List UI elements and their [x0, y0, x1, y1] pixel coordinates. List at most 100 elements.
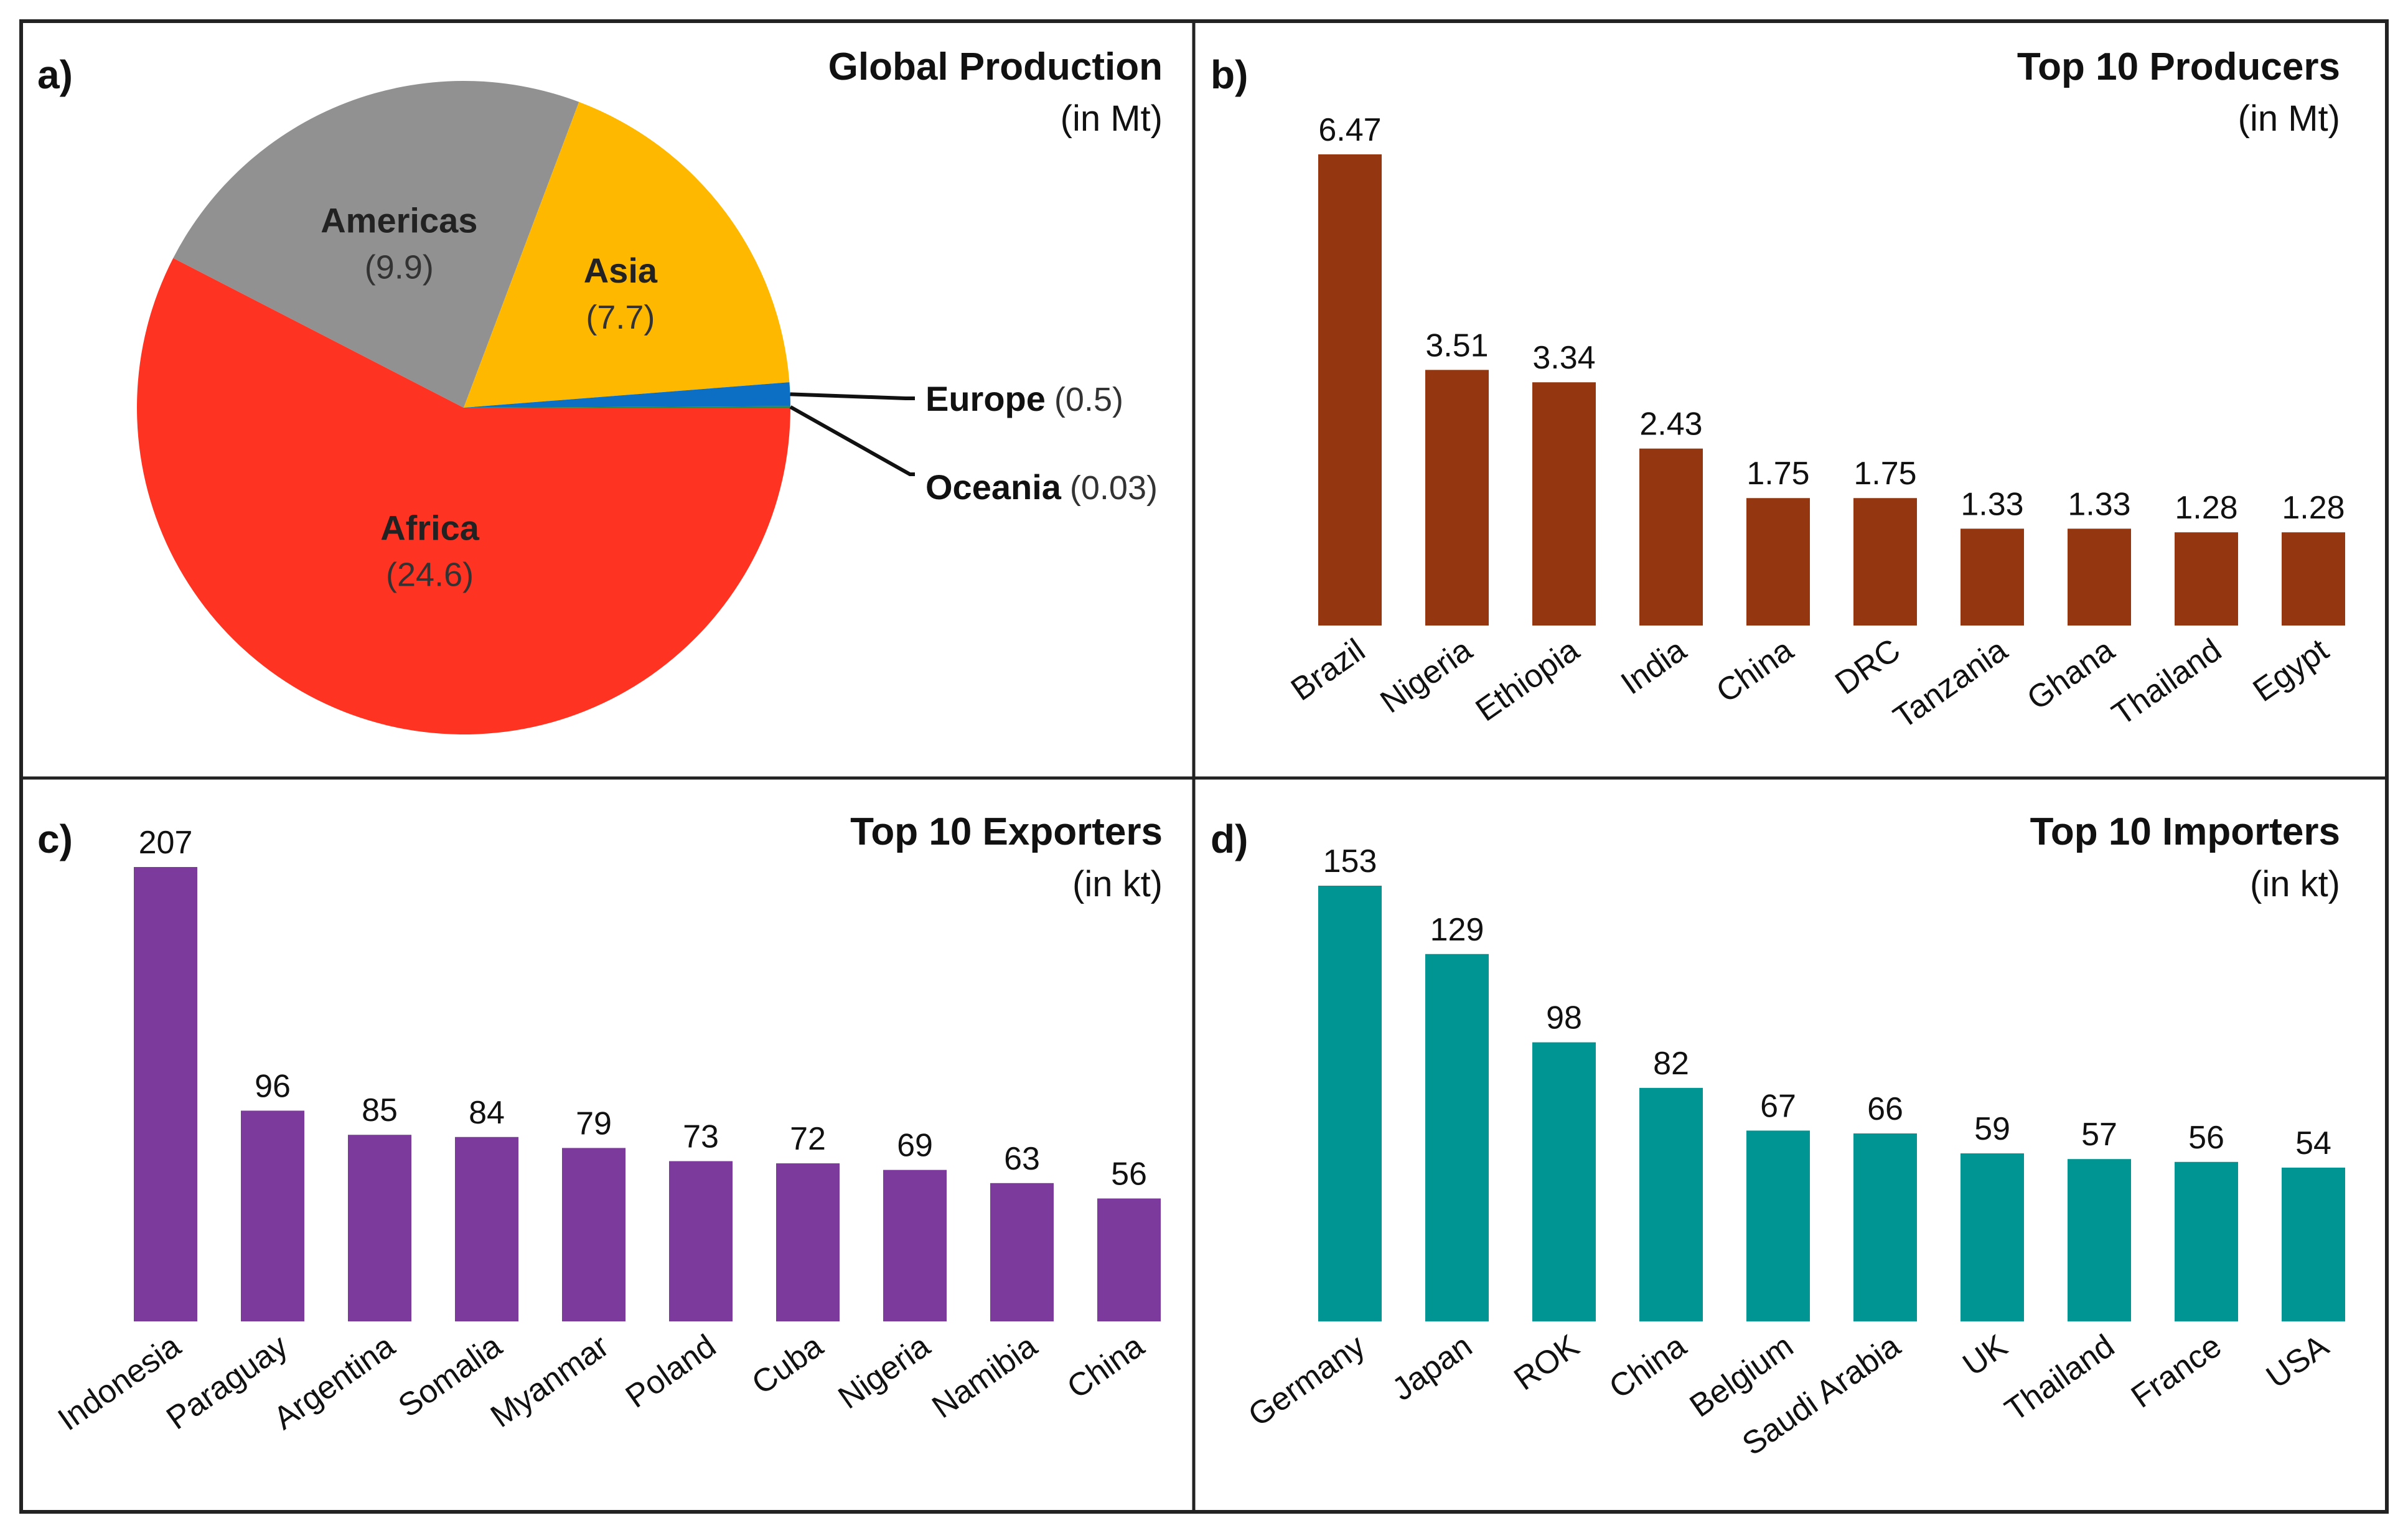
producers-bar-tanzania — [1961, 528, 2024, 626]
producers-category-china: China — [1710, 632, 1800, 710]
panel-c-title: Top 10 Exporters — [850, 810, 1163, 853]
pie-value-asia: (7.7) — [586, 299, 655, 336]
importers-category-uk: UK — [1956, 1328, 2014, 1383]
exporters-category-paraguay: Paraguay — [160, 1328, 294, 1437]
importers-value-saudi-arabia: 66 — [1867, 1091, 1903, 1127]
producers-category-tanzania: Tanzania — [1887, 632, 2014, 736]
importers-bar-rok — [1532, 1042, 1596, 1321]
pie-label-europe: Europe — [925, 379, 1046, 418]
producers-bar-india — [1639, 448, 1703, 626]
producers-bar-thailand — [2175, 532, 2238, 626]
exporters-bar-cuba — [776, 1163, 840, 1321]
pie-label-africa: Africa — [380, 508, 480, 547]
panel-a-label: a) — [37, 52, 73, 97]
exporters-value-nigeria: 69 — [897, 1128, 933, 1164]
producers-bar-china — [1746, 498, 1810, 626]
producers-value-ghana: 1.33 — [2068, 486, 2130, 522]
producers-value-thailand: 1.28 — [2175, 490, 2237, 526]
importers-bar-belgium — [1746, 1130, 1810, 1321]
exporters-bar-poland — [669, 1161, 733, 1321]
panel-b-title: Top 10 Producers — [2017, 45, 2340, 88]
panel-c-unit: (in kt) — [1072, 864, 1163, 904]
exporters-bar-china — [1097, 1198, 1161, 1321]
panel-a-title: Global Production — [828, 45, 1163, 88]
producers-value-ethiopia: 3.34 — [1532, 340, 1595, 376]
pie-labels: Africa (24.6) Americas (9.9) Asia (7.7) Europe… — [321, 201, 1158, 594]
producers-category-drc: DRC — [1829, 632, 1907, 701]
pie-slice-europe — [464, 382, 790, 408]
exporters-category-nigeria: Nigeria — [832, 1328, 937, 1416]
producers-category-nigeria: Nigeria — [1374, 632, 1479, 720]
pie-value-oceania: (0.03) — [1070, 469, 1158, 507]
producers-value-india: 2.43 — [1639, 406, 1702, 443]
exporters-category-myanmar: Myanmar — [484, 1328, 616, 1435]
producers-bar-nigeria — [1425, 370, 1489, 626]
exporters-category-argentina: Argentina — [267, 1328, 401, 1437]
importers-bar-germany — [1318, 886, 1382, 1321]
producers-bar-drc — [1853, 498, 1917, 626]
exporters-bar-paraguay — [241, 1110, 304, 1321]
exporters-value-china: 56 — [1111, 1156, 1147, 1193]
pie-slice-americas — [173, 80, 579, 408]
producers-bar-ethiopia — [1532, 382, 1596, 626]
importers-category-germany: Germany — [1242, 1328, 1371, 1433]
exporters-category-china: China — [1061, 1328, 1151, 1405]
importers-category-china: China — [1603, 1328, 1693, 1405]
exporters-value-namibia: 63 — [1004, 1141, 1040, 1177]
exporters-value-poland: 73 — [683, 1119, 719, 1155]
importers-value-belgium: 67 — [1760, 1088, 1796, 1124]
importers-value-thailand: 57 — [2081, 1117, 2117, 1153]
panel-b: b) Top 10 Producers (in Mt) 6.47 Brazil 3.… — [1211, 45, 2345, 736]
pie-slice-oceania — [464, 406, 790, 408]
importers-category-thailand: Thailand — [1998, 1328, 2121, 1428]
pie-callout-europe: Europe (0.5) — [925, 379, 1123, 418]
exporters-bar-namibia — [990, 1183, 1054, 1321]
panel-d-label: d) — [1211, 817, 1248, 861]
importers-bar-saudi-arabia — [1853, 1133, 1917, 1321]
exporters-category-poland: Poland — [619, 1328, 723, 1415]
importers-category-usa: USA — [2260, 1328, 2335, 1395]
importers-value-rok: 98 — [1546, 1000, 1582, 1036]
importers-bar-japan — [1425, 954, 1489, 1321]
pie-value-europe: (0.5) — [1054, 381, 1123, 418]
exporters-bar-myanmar — [562, 1148, 625, 1321]
panel-b-unit: (in Mt) — [2238, 98, 2340, 139]
importers-category-rok: ROK — [1507, 1328, 1586, 1397]
producers-value-china: 1.75 — [1746, 456, 1809, 492]
panel-c-label: c) — [37, 817, 73, 861]
importers-value-uk: 59 — [1974, 1111, 2010, 1147]
figure-frame — [19, 19, 2389, 1514]
producers-value-tanzania: 1.33 — [1961, 486, 2023, 522]
exporters-category-cuba: Cuba — [746, 1328, 830, 1402]
producers-category-egypt: Egypt — [2247, 632, 2336, 709]
exporters-value-indonesia: 207 — [139, 825, 193, 861]
pie-label-americas: Americas — [321, 201, 477, 240]
importers-bar-uk — [1961, 1153, 2024, 1321]
pie-slice-africa — [136, 258, 790, 734]
importers-value-japan: 129 — [1430, 912, 1484, 948]
producers-value-drc: 1.75 — [1853, 456, 1916, 492]
pie-slice-asia — [464, 101, 790, 408]
exporters-bar-argentina — [348, 1135, 411, 1321]
panel-d: d) Top 10 Importers (in kt) 153 Germany 12… — [1211, 810, 2345, 1463]
producers-value-nigeria: 3.51 — [1425, 327, 1488, 363]
producers-bar-egypt — [2282, 532, 2345, 626]
importers-category-japan: Japan — [1386, 1328, 1479, 1408]
exporters-category-indonesia: Indonesia — [52, 1328, 187, 1438]
producers-category-ethiopia: Ethiopia — [1469, 632, 1586, 728]
pie-value-americas: (9.9) — [365, 249, 434, 286]
panel-a: a) Global Production (in Mt) Africa (24.6… — [37, 45, 1163, 734]
exporters-category-namibia: Namibia — [925, 1328, 1044, 1425]
producers-bar-ghana — [2068, 528, 2131, 626]
importers-value-china: 82 — [1653, 1046, 1689, 1082]
exporters-value-paraguay: 96 — [255, 1068, 291, 1104]
importers-category-france: France — [2125, 1328, 2228, 1415]
exporters-bars: 207Indonesia96Paraguay85Argentina84Somal… — [52, 825, 1161, 1438]
producers-category-india: India — [1614, 632, 1693, 701]
panel-a-unit: (in Mt) — [1061, 98, 1163, 139]
importers-bars: 153Germany129Japan98ROK82China67Belgium6… — [1242, 843, 2345, 1463]
panel-c: c) Top 10 Exporters (in kt) 207 Indonesia… — [37, 810, 1163, 1438]
pie-callout-line-oceania — [789, 405, 915, 476]
importers-bar-china — [1639, 1087, 1703, 1321]
importers-value-usa: 54 — [2295, 1125, 2331, 1161]
